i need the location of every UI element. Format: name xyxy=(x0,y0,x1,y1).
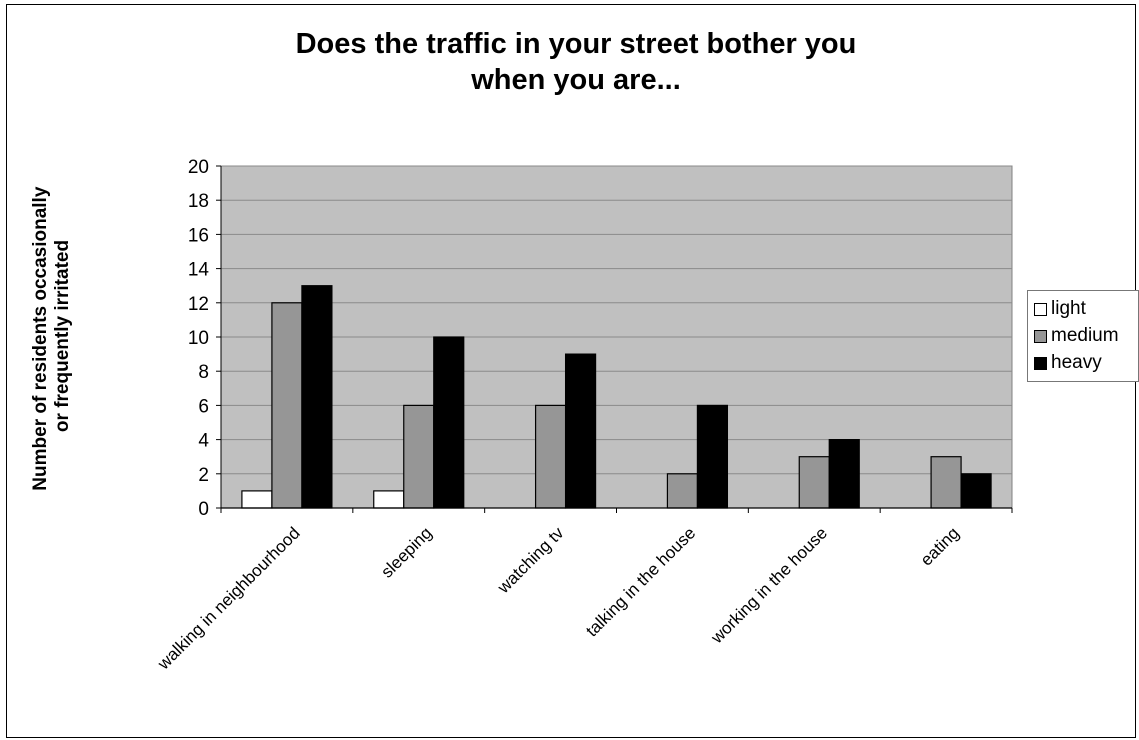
bars xyxy=(241,285,992,509)
bar-medium-0 xyxy=(271,302,303,509)
legend-item-medium: medium xyxy=(1034,324,1119,348)
legend-label-heavy: heavy xyxy=(1051,352,1102,373)
bar-medium-4 xyxy=(798,456,830,509)
x-category-label-0: walking in neighbourhood xyxy=(153,523,303,673)
x-category-label-1: sleeping xyxy=(377,523,435,581)
legend-item-light: light xyxy=(1034,297,1086,321)
bar-medium-1 xyxy=(403,404,435,509)
chart-title-line-1: Does the traffic in your street bother y… xyxy=(295,28,857,60)
y-axis-label-line-1: Number of residents occasionally xyxy=(30,186,51,491)
bar-light-1 xyxy=(373,490,405,509)
bar-heavy-5 xyxy=(960,473,992,509)
y-tick-label-4: 4 xyxy=(198,431,209,452)
legend-label-light: light xyxy=(1051,298,1086,319)
legend-item-heavy: heavy xyxy=(1034,351,1102,375)
y-tick-label-10: 10 xyxy=(188,328,209,349)
bar-medium-3 xyxy=(666,473,699,509)
bar-heavy-1 xyxy=(433,336,465,509)
y-tick-label-14: 14 xyxy=(188,260,210,281)
chart-title-line-2: when you are... xyxy=(471,64,681,96)
bar-medium-2 xyxy=(534,404,567,509)
x-category-label-2: watching tv xyxy=(493,523,568,598)
y-tick-label-6: 6 xyxy=(198,396,209,417)
bar-light-0 xyxy=(241,490,273,509)
legend-swatch-medium xyxy=(1034,329,1047,343)
legend-swatch-heavy xyxy=(1034,356,1047,370)
y-tick-label-20: 20 xyxy=(188,157,209,178)
bar-heavy-4 xyxy=(828,439,860,509)
bar-medium-5 xyxy=(930,456,962,509)
x-category-labels: walking in neighbourhood sleeping watching… xyxy=(153,523,963,674)
y-axis-label-line-2: or frequently irritated xyxy=(52,240,73,432)
gridlines xyxy=(221,165,1012,475)
chart-title: Does the traffic in your street bother y… xyxy=(0,26,1139,98)
y-tick-labels: 0 2 4 6 8 10 12 14 16 18 20 xyxy=(188,157,221,520)
bar-heavy-3 xyxy=(696,404,729,509)
x-category-label-5: eating xyxy=(917,523,963,569)
legend: light medium heavy xyxy=(1027,290,1139,382)
x-category-label-4: working in the house xyxy=(707,523,831,647)
y-axis-label: Number of residents occasionally or freq… xyxy=(30,181,73,490)
bar-heavy-2 xyxy=(564,353,597,509)
y-tick-label-18: 18 xyxy=(188,191,209,212)
bar-heavy-0 xyxy=(301,285,333,509)
y-tick-label-2: 2 xyxy=(198,465,209,486)
legend-label-medium: medium xyxy=(1051,325,1119,346)
y-tick-label-16: 16 xyxy=(188,225,209,246)
x-category-label-3: talking in the house xyxy=(582,523,699,640)
y-tick-label-12: 12 xyxy=(188,294,209,315)
y-tick-label-8: 8 xyxy=(198,362,209,383)
legend-swatch-light xyxy=(1034,302,1047,316)
y-tick-label-0: 0 xyxy=(198,499,209,520)
